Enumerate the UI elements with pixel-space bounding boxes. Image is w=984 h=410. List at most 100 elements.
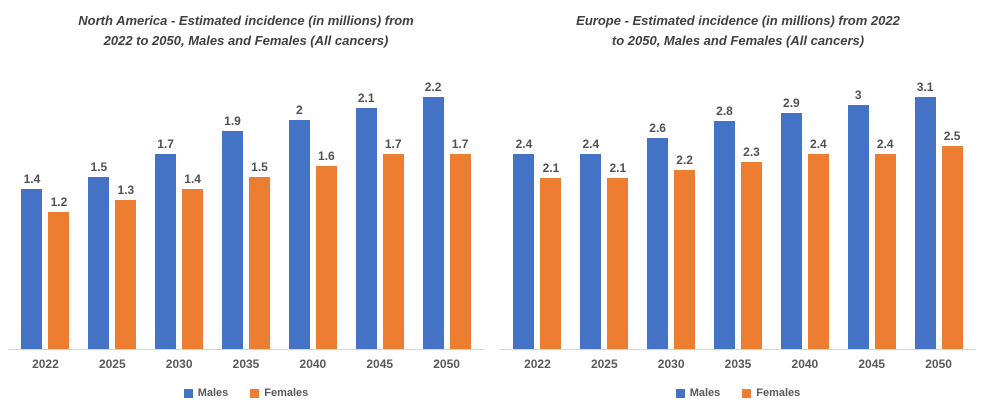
legend-item-females: Females <box>250 387 308 399</box>
chart-legend: Males Females <box>500 378 976 408</box>
bar-value-label: 1.4 <box>23 172 41 186</box>
bar-column: 1.2 <box>48 195 70 349</box>
bar-males <box>422 97 444 349</box>
chart-title: North America - Estimated incidence (in … <box>8 8 484 58</box>
bar-value-label: 3 <box>854 88 862 102</box>
bar-value-label: 2.3 <box>743 145 760 159</box>
chart-title-line1: Europe - Estimated incidence (in million… <box>576 13 900 28</box>
bar-column: 2.5 <box>941 129 963 349</box>
bar-column: 2.3 <box>741 145 762 349</box>
bar-group: 1.4 1.2 <box>12 58 79 349</box>
bar-group: 1.5 1.3 <box>79 58 146 349</box>
bar-column: 1.5 <box>249 160 270 349</box>
bar-column: 3 <box>847 88 869 349</box>
bar-column: 1.5 <box>88 160 110 349</box>
bar-value-label: 2.8 <box>716 104 733 118</box>
bar-males <box>847 105 869 349</box>
bar-males <box>513 154 535 349</box>
bar-females <box>382 154 404 349</box>
bar-column: 1.7 <box>382 137 404 349</box>
bar-value-label: 2.4 <box>515 137 533 151</box>
category-label: 2025 <box>590 357 618 371</box>
legend-item-males: Males <box>675 387 721 399</box>
bar-group: 3.1 2.5 <box>905 58 972 349</box>
category-label: 2022 <box>524 357 551 371</box>
bar-group: 1.9 1.5 <box>213 58 280 349</box>
category-label: 2035 <box>724 357 752 371</box>
bar-females <box>607 178 629 349</box>
bar-value-label: 2.1 <box>357 91 375 105</box>
bar-value-label: 2.1 <box>609 161 627 175</box>
legend-item-males: Males <box>183 387 228 399</box>
bar-group: 1.7 1.4 <box>146 58 213 349</box>
bar-males <box>21 189 43 349</box>
bar-value-label: 2.4 <box>810 137 827 151</box>
category-label: 2025 <box>98 357 126 371</box>
legend-label-males: Males <box>689 387 721 399</box>
bar-value-label: 1.9 <box>224 114 241 128</box>
bar-value-label: 2.9 <box>783 96 800 110</box>
category-label: 2030 <box>165 357 193 371</box>
bar-females <box>115 200 137 349</box>
females-legend-swatch-icon <box>742 388 752 398</box>
chart-title-line2: to 2050, Males and Females (All cancers) <box>611 33 865 49</box>
bar-column: 1.6 <box>315 149 337 349</box>
bar-column: 2.6 <box>647 121 669 349</box>
females-legend-swatch-icon <box>250 388 260 398</box>
bar-column: 2 <box>288 103 310 349</box>
bar-group: 2.1 1.7 <box>346 58 413 349</box>
category-label: 2045 <box>858 357 886 371</box>
bar-group: 2.4 2.1 <box>571 58 638 349</box>
bar-value-label: 2.4 <box>876 137 894 151</box>
bar-value-label: 1.7 <box>451 137 469 151</box>
chart-title-line2: 2022 to 2050, Males and Females (All can… <box>103 33 389 49</box>
bar-value-label: 1.4 <box>184 172 201 186</box>
legend-label-females: Females <box>756 387 801 399</box>
bar-column: 2.8 <box>714 104 735 349</box>
bar-column: 1.4 <box>21 172 43 349</box>
bar-group: 2.4 2.1 <box>504 58 571 349</box>
bar-females <box>182 189 204 349</box>
bar-column: 2.2 <box>422 80 444 349</box>
bar-value-label: 3.1 <box>916 80 934 94</box>
bar-group: 2.2 1.7 <box>413 58 480 349</box>
bar-column: 2.4 <box>807 137 829 349</box>
bar-females <box>315 166 337 349</box>
bar-females <box>941 146 963 349</box>
bar-column: 2.4 <box>874 137 896 349</box>
category-label: 2050 <box>433 357 460 371</box>
bar-males <box>780 113 802 349</box>
bar-males <box>88 177 110 349</box>
bar-females <box>449 154 471 349</box>
bar-males <box>714 121 735 349</box>
chart-north-america: North America - Estimated incidence (in … <box>8 8 484 408</box>
bar-males <box>580 154 602 349</box>
bar-value-label: 1.5 <box>90 160 108 174</box>
bar-column: 2.1 <box>607 161 629 349</box>
bar-males <box>155 154 177 349</box>
bar-value-label: 2.2 <box>424 80 442 94</box>
bar-group: 2.8 2.3 <box>705 58 772 349</box>
bar-value-label: 2 <box>296 103 303 117</box>
males-legend-swatch-icon <box>183 388 193 398</box>
bar-column: 2.4 <box>580 137 602 349</box>
x-axis-labels: 2022 2025 2030 2035 2040 2045 2050 <box>8 350 484 378</box>
category-label: 2030 <box>657 357 685 371</box>
bar-value-label: 1.7 <box>384 137 402 151</box>
bar-value-label: 1.5 <box>251 160 268 174</box>
bar-column: 2.2 <box>674 153 696 349</box>
plot-area: 1.4 1.2 1.5 1.3 1.7 1.4 1.9 1.5 2 1.6 2.1 1.7 2.2 1.7 <box>8 58 484 350</box>
bar-column: 2.9 <box>780 96 802 349</box>
bar-females <box>249 177 270 349</box>
bar-value-label: 2.6 <box>649 121 666 135</box>
bar-males <box>355 108 377 349</box>
bar-value-label: 1.3 <box>117 183 135 197</box>
bar-females <box>674 170 696 349</box>
category-label: 2022 <box>32 357 59 371</box>
bar-value-label: 2.4 <box>582 137 600 151</box>
chart-legend: Males Females <box>8 378 484 408</box>
bar-females <box>807 154 829 349</box>
category-label: 2040 <box>791 357 819 371</box>
bar-column: 1.4 <box>182 172 204 349</box>
bar-value-label: 1.6 <box>318 149 335 163</box>
